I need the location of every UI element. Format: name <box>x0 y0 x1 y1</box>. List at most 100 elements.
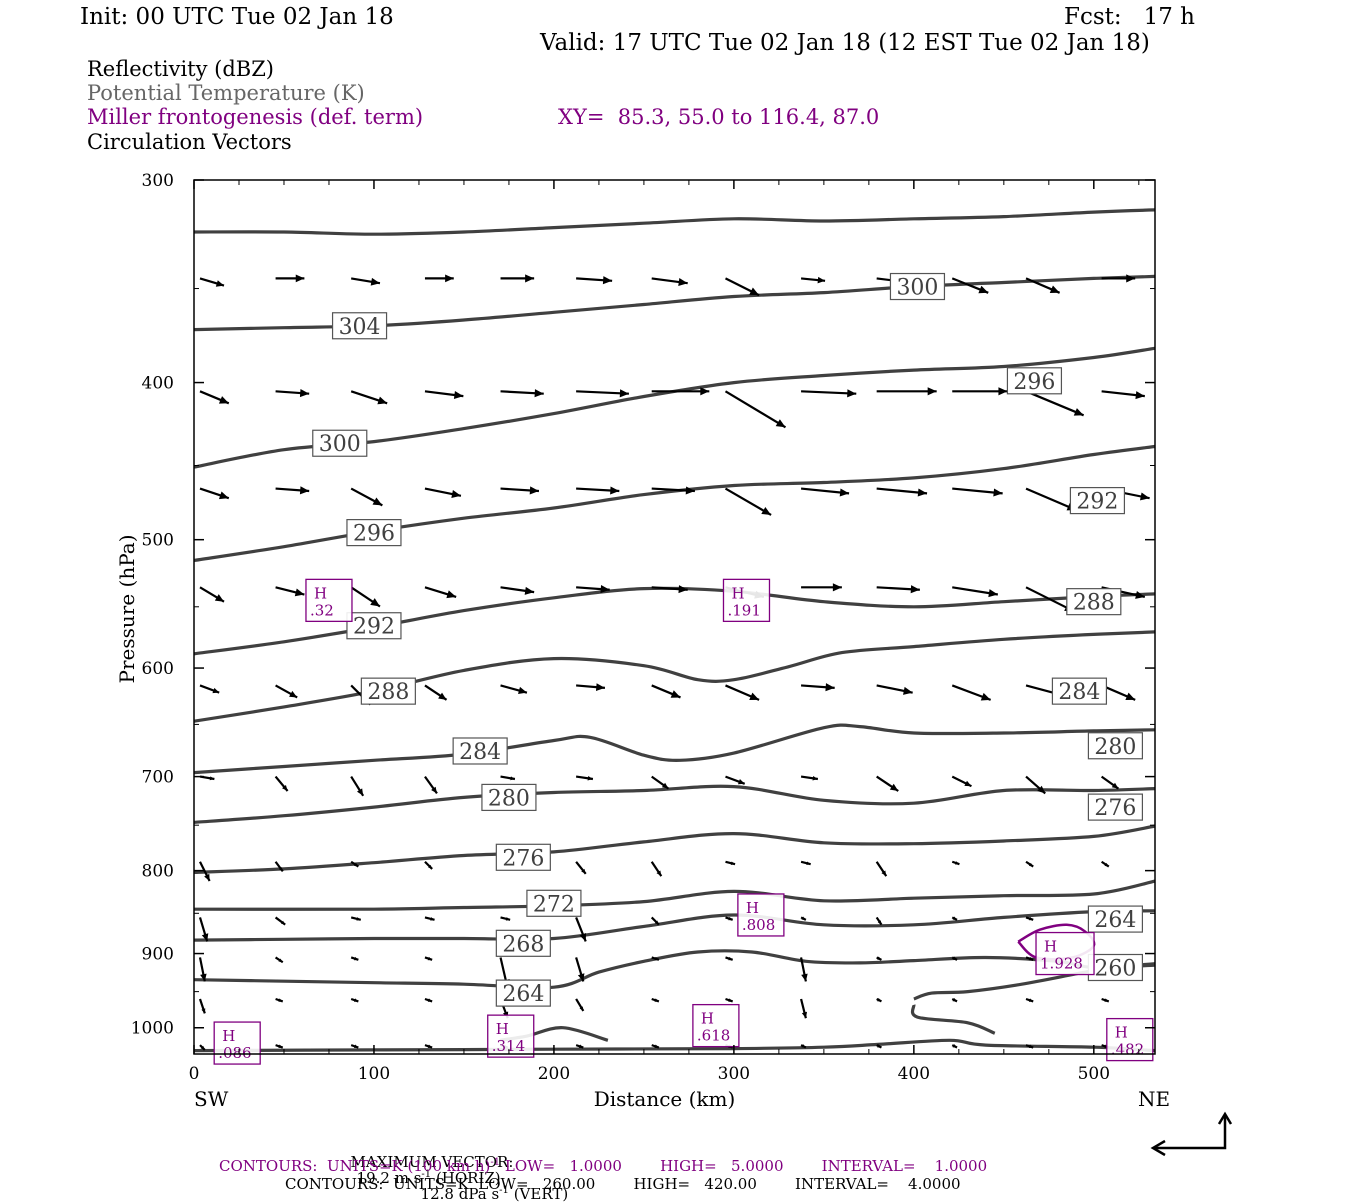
circulation-vector <box>424 586 457 599</box>
circulation-vector <box>1161 998 1166 1001</box>
max-h-label: H <box>1044 938 1057 956</box>
circulation-vector <box>800 487 850 497</box>
circulation-vector <box>424 390 464 400</box>
circulation-vector <box>951 684 992 701</box>
circulation-vector <box>1025 916 1034 921</box>
x-tick-label: 500 <box>1078 1064 1110 1084</box>
max-value-label: .086 <box>218 1044 251 1062</box>
circulation-vector <box>500 389 544 398</box>
x-tick-label: 200 <box>538 1064 570 1084</box>
max-vector-vert: 12.8 dPa s-1 (VERT) <box>420 1185 569 1203</box>
circulation-vector <box>1025 277 1061 294</box>
circulation-vector <box>876 956 882 961</box>
circulation-vector <box>575 775 594 781</box>
max-h-label: H <box>314 584 327 602</box>
circulation-vector <box>199 390 230 405</box>
circulation-vector <box>1161 276 1180 281</box>
theta-label-box <box>495 843 551 871</box>
max-h-label: H <box>746 899 759 917</box>
circulation-vector <box>576 276 613 285</box>
theta-label: 292 <box>353 615 395 640</box>
theta-contour-296 <box>194 444 1155 563</box>
circulation-vector <box>199 586 225 603</box>
black-contour-info: CONTOURS: UNITS=K LOW= 260.00 HIGH= 420.… <box>285 1175 961 1193</box>
field-vectors: Circulation Vectors <box>87 130 292 154</box>
circulation-vector <box>1161 685 1185 692</box>
theta-label-box <box>1006 367 1063 395</box>
circulation-vector <box>724 487 772 516</box>
circulation-vector <box>651 387 710 396</box>
circulation-vector <box>424 274 454 283</box>
circulation-vector <box>725 684 760 701</box>
circulation-vector <box>350 997 359 1003</box>
circulation-vector <box>724 390 787 429</box>
plot-frame <box>193 179 1156 1055</box>
circulation-vector <box>800 276 826 284</box>
circulation-vectors <box>198 274 1185 1051</box>
max-vector-label: MAXIMUM VECTOR: <box>350 1153 514 1171</box>
circulation-vector <box>1161 956 1166 959</box>
circulation-vector <box>1161 489 1185 497</box>
circulation-vector <box>576 389 629 398</box>
circulation-vector <box>1161 917 1168 920</box>
circulation-vector <box>1025 390 1085 417</box>
theta-label-box <box>331 312 388 340</box>
theta-label: 276 <box>1094 796 1136 821</box>
circulation-vector <box>1101 997 1110 1003</box>
circulation-vector <box>350 916 362 921</box>
max-value-label: .618 <box>697 1027 730 1045</box>
circulation-vector <box>875 916 883 926</box>
theta-label: 268 <box>502 932 544 957</box>
circulation-vector <box>575 1044 584 1049</box>
circulation-vector <box>1025 860 1034 868</box>
theta-label: 300 <box>896 276 938 301</box>
theta-label: 296 <box>353 522 395 547</box>
circulation-vector <box>275 274 305 283</box>
field-reflectivity: Reflectivity (dBZ) <box>87 57 275 81</box>
circulation-vector <box>199 684 220 694</box>
circulation-vector <box>424 956 433 961</box>
circulation-vector <box>198 998 206 1014</box>
reference-vector-icon <box>1150 1111 1233 1157</box>
circulation-vector <box>274 916 286 926</box>
circulation-vector <box>1161 777 1175 787</box>
theta-contour-280 <box>194 784 1155 824</box>
y-tick-label: 900 <box>142 945 174 965</box>
theta-contour-260 <box>194 1038 1155 1053</box>
circulation-vector <box>576 486 620 495</box>
circulation-vector <box>951 997 958 1003</box>
circulation-vector <box>1101 274 1136 283</box>
circulation-vector <box>275 997 284 1003</box>
theta-contour-288 <box>194 630 1155 723</box>
max-value-label: .32 <box>310 601 334 619</box>
theta-label: 292 <box>1076 490 1118 515</box>
circulation-vector <box>1161 391 1185 399</box>
theta-label-box <box>1087 732 1144 760</box>
circulation-vector <box>198 917 209 942</box>
theta-contour-276 <box>194 824 1155 874</box>
theta-label-box <box>889 272 946 301</box>
max-value-label: .314 <box>492 1037 525 1055</box>
circulation-vector <box>274 956 284 964</box>
sw-end-label: SW <box>194 1087 229 1111</box>
max-h-label: H <box>496 1020 509 1038</box>
circulation-vector <box>651 956 660 961</box>
x-axis-label: Distance (km) <box>594 1087 736 1111</box>
y-tick-label: 500 <box>142 531 174 551</box>
circulation-vector <box>500 486 540 495</box>
circulation-vector <box>275 586 305 597</box>
circulation-vector <box>952 487 1003 497</box>
theta-label-box <box>1087 953 1144 982</box>
theta-label: 284 <box>1058 680 1100 705</box>
max-value-label: 1.928 <box>1040 955 1083 973</box>
circulation-vector <box>424 997 433 1003</box>
theta-label: 260 <box>1094 956 1136 981</box>
circulation-vector <box>876 997 882 1003</box>
circulation-vector <box>350 860 359 868</box>
circulation-vector <box>800 683 835 692</box>
axes: 0 100 200 300 400 500 300 400 500 600 700 800 900 100… <box>115 171 1170 1111</box>
y-axis-label: Pressure (hPa) <box>115 535 139 684</box>
circulation-vector <box>651 997 660 1003</box>
x-tick-label: 100 <box>358 1064 390 1084</box>
